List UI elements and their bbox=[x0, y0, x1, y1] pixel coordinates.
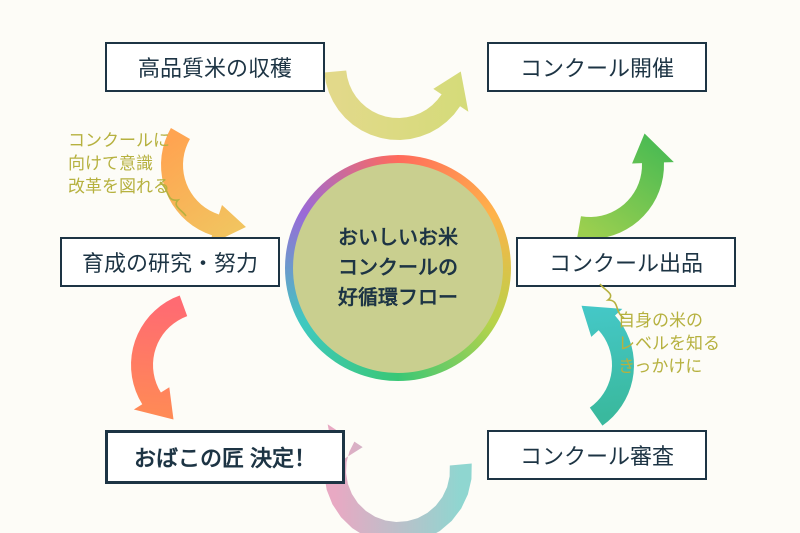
annotation-a1: 自身の米の レベルを知る きっかけに bbox=[618, 310, 720, 379]
flow-node-label: 高品質米の収穫 bbox=[138, 51, 292, 83]
annotation-tail-icon bbox=[158, 180, 198, 220]
flow-arrow-e0 bbox=[324, 71, 468, 140]
flow-arrow-e3 bbox=[324, 424, 472, 533]
flow-node-n3: コンクール審査 bbox=[487, 430, 707, 480]
flow-node-n4: おばこの匠 決定！ bbox=[105, 430, 345, 484]
flow-node-n5: 育成の研究・努力 bbox=[60, 237, 280, 287]
flow-arrow-e1 bbox=[577, 134, 674, 239]
annotation-a0: コンクールに 向けて意識 改革を図れる bbox=[68, 130, 170, 199]
diagram-stage: おいしいお米 コンクールの 好循環フロー 高品質米の収穫コンクール開催コンクール… bbox=[0, 0, 800, 533]
flow-node-label: コンクール審査 bbox=[520, 439, 674, 471]
annotation-text: コンクールに 向けて意識 改革を図れる bbox=[68, 131, 170, 196]
flow-node-n2: コンクール出品 bbox=[516, 237, 736, 287]
flow-node-n1: コンクール開催 bbox=[487, 42, 707, 92]
annotation-text: 自身の米の レベルを知る きっかけに bbox=[618, 311, 720, 376]
flow-node-label: おばこの匠 決定！ bbox=[134, 441, 316, 473]
flow-node-label: コンクール出品 bbox=[549, 246, 703, 278]
flow-node-n0: 高品質米の収穫 bbox=[105, 42, 325, 92]
annotation-tail-icon bbox=[590, 282, 630, 322]
flow-node-label: コンクール開催 bbox=[520, 51, 674, 83]
flow-node-label: 育成の研究・努力 bbox=[82, 246, 258, 278]
flow-arrow-e4 bbox=[131, 295, 187, 419]
